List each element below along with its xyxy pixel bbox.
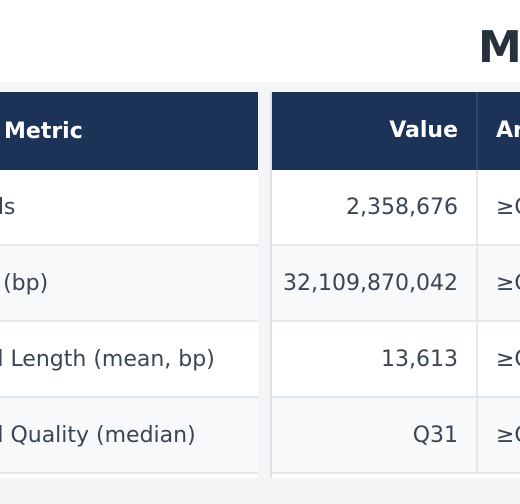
table-row: nds <box>0 170 258 246</box>
metric-column-header: Metric <box>4 118 83 144</box>
value-rows: 2,358,676 ≥C 32,109,870,042 ≥C 13,613 ≥C… <box>272 170 520 474</box>
table-row: 13,613 ≥C <box>272 322 520 398</box>
metrics-table-right: Value Ar 2,358,676 ≥C 32,109,870,042 ≥C … <box>270 92 520 478</box>
assessment-cell: ≥C <box>496 194 520 220</box>
table-header-metric: Metric <box>0 92 258 170</box>
metric-name: ad Quality (median) <box>0 422 196 448</box>
table-row: ld (bp) <box>0 246 258 322</box>
metric-name: ld (bp) <box>0 270 49 296</box>
metric-name: nds <box>0 194 16 220</box>
value-cell: 2,358,676 <box>272 170 478 244</box>
table-row: 2,358,676 ≥C <box>272 170 520 246</box>
value-column-header: Value <box>272 92 478 170</box>
metrics-table-left: Metric nds ld (bp) ad Length (mean, bp) … <box>0 92 258 478</box>
table-header-values: Value Ar <box>272 92 520 170</box>
title-area: M <box>0 0 520 82</box>
value-cell: 32,109,870,042 <box>272 246 478 320</box>
assessment-cell: ≥C <box>496 422 520 448</box>
table-row: Q31 ≥C <box>272 398 520 474</box>
assessment-cell: ≥C <box>496 270 520 296</box>
table-row: 32,109,870,042 ≥C <box>272 246 520 322</box>
metric-name: ad Length (mean, bp) <box>0 346 215 372</box>
table-row: ad Length (mean, bp) <box>0 322 258 398</box>
assessment-cell: ≥C <box>496 346 520 372</box>
metric-rows: nds ld (bp) ad Length (mean, bp) ad Qual… <box>0 170 258 474</box>
table-row: ad Quality (median) <box>0 398 258 474</box>
assessment-column-header: Ar <box>496 118 520 143</box>
page-title: M <box>478 22 520 73</box>
value-cell: Q31 <box>272 398 478 472</box>
value-cell: 13,613 <box>272 322 478 396</box>
